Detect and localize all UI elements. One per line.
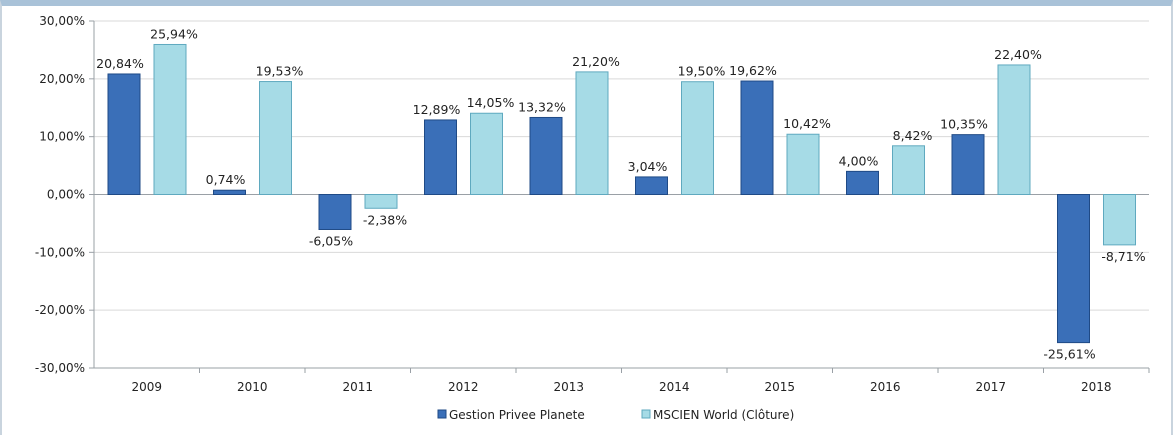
- axes: 30,00% 20,00% 10,00% 0,00% -10,00% -20,00% -30…: [35, 14, 1150, 394]
- y-tick-label: 10,00%: [39, 130, 85, 144]
- bar-2014-series-2: [681, 81, 714, 195]
- bar-2012-series-1: [424, 119, 457, 195]
- data-label: 3,04%: [628, 159, 668, 174]
- x-tick-label: 2015: [764, 380, 795, 394]
- data-label: -2,38%: [363, 212, 407, 227]
- data-label: 0,74%: [206, 172, 246, 187]
- bar-2016-series-2: [892, 145, 925, 196]
- x-tick-label: 2012: [448, 380, 479, 394]
- data-label: 19,50%: [678, 64, 726, 79]
- y-tick-label: -10,00%: [35, 245, 85, 259]
- data-label: -25,61%: [1043, 347, 1095, 362]
- x-tick-label: 2013: [553, 380, 584, 394]
- legend-swatch-series-2: [641, 409, 651, 419]
- data-label: 19,53%: [256, 64, 304, 79]
- gridlines: [94, 20, 1149, 369]
- data-label: 14,05%: [467, 95, 515, 110]
- bar-2016-series-1: [846, 170, 879, 196]
- legend: Gestion Privee Planete MSCIEN World (Clôt…: [437, 408, 794, 422]
- data-label: 10,42%: [783, 116, 831, 131]
- data-label: 22,40%: [994, 47, 1042, 62]
- bar-2011-series-2: [364, 194, 398, 209]
- x-tick-label: 2014: [659, 380, 690, 394]
- bar-2018-series-2: [1103, 194, 1136, 246]
- y-tick-label: 20,00%: [39, 72, 85, 86]
- bar-2009-series-2: [153, 43, 187, 195]
- y-tick-label: 0,00%: [47, 188, 85, 202]
- bar-2009-series-1: [107, 73, 141, 195]
- bar-2012-series-2: [470, 112, 503, 195]
- legend-label-series-2: MSCIEN World (Clôture): [653, 408, 794, 422]
- bar-2013-series-2: [575, 71, 609, 195]
- x-tick-label: 2017: [975, 380, 1006, 394]
- bar-2017-series-2: [997, 64, 1031, 195]
- data-label: 4,00%: [839, 153, 879, 168]
- bar-2011-series-1: [318, 194, 352, 230]
- data-label: 10,35%: [940, 117, 988, 132]
- legend-swatch-series-1: [437, 409, 447, 419]
- bars: [107, 43, 1136, 344]
- bar-2010-series-2: [259, 81, 292, 195]
- y-tick-label: 30,00%: [39, 14, 85, 28]
- bar-2015-series-1: [740, 80, 774, 195]
- data-label: 13,32%: [518, 99, 566, 114]
- bar-2015-series-2: [786, 133, 820, 196]
- bar-chart: 30,00% 20,00% 10,00% 0,00% -10,00% -20,00% -30…: [35, 14, 1150, 422]
- data-labels: 20,84% 0,74% -6,05% 12,89% 13,32% 3,04% 19,62%…: [96, 26, 1146, 361]
- bar-2013-series-1: [529, 116, 563, 195]
- bar-2017-series-1: [951, 134, 985, 195]
- data-label: 25,94%: [150, 26, 198, 41]
- data-label: 19,62%: [729, 63, 777, 78]
- x-tick-label: 2011: [342, 380, 373, 394]
- data-label: 20,84%: [96, 56, 144, 71]
- data-label: 12,89%: [413, 102, 461, 117]
- y-tick-label: -20,00%: [35, 303, 85, 317]
- data-label: -6,05%: [309, 233, 353, 248]
- y-tick-label: -30,00%: [35, 361, 85, 375]
- x-tick-label: 2010: [237, 380, 268, 394]
- bar-2010-series-1: [213, 189, 246, 196]
- x-tick-label: 2018: [1081, 380, 1112, 394]
- legend-label-series-1: Gestion Privee Planete: [449, 408, 585, 422]
- x-tick-label: 2016: [870, 380, 901, 394]
- data-label: -8,71%: [1101, 249, 1145, 264]
- bar-2014-series-1: [635, 176, 668, 196]
- bar-2018-series-1: [1057, 194, 1090, 344]
- data-label: 21,20%: [572, 54, 620, 69]
- x-tick-label: 2009: [131, 380, 162, 394]
- data-label: 8,42%: [893, 128, 933, 143]
